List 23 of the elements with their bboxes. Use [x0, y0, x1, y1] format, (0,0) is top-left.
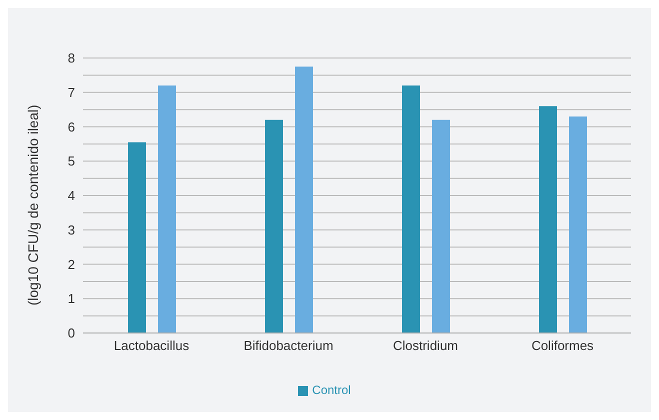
legend-label: Control: [312, 383, 351, 397]
x-tick-label: Lactobacillus: [114, 338, 190, 354]
y-tick-label: 4: [68, 188, 75, 204]
y-tick-label: 0: [68, 326, 75, 341]
y-tick-label: 8: [68, 50, 75, 66]
x-tick-label: Bifidobacterium: [244, 338, 334, 354]
y-tick-label: 6: [68, 119, 75, 134]
y-tick-label: 1: [68, 291, 75, 306]
bar: [128, 142, 146, 333]
bar: [265, 120, 283, 333]
x-tick-label: Coliformes: [531, 338, 594, 354]
y-tick-label: 3: [68, 222, 75, 238]
bar: [402, 86, 420, 333]
bar: [158, 86, 176, 333]
y-tick-label: 2: [68, 256, 75, 272]
x-tick-label: Clostridium: [392, 338, 458, 354]
bar: [569, 116, 587, 333]
bar: [295, 66, 313, 333]
y-tick-label: 5: [68, 154, 75, 169]
bar: [432, 120, 450, 333]
y-tick-label: 7: [68, 84, 75, 100]
bar: [539, 106, 557, 333]
y-axis-title: (log10 CFU/g de contenido ileal): [24, 104, 41, 306]
